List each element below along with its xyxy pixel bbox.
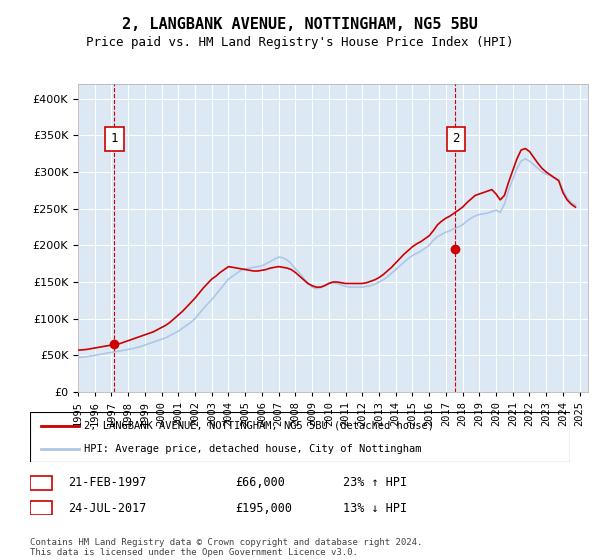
Text: 1: 1 [37, 477, 44, 489]
Text: 13% ↓ HPI: 13% ↓ HPI [343, 502, 407, 515]
FancyBboxPatch shape [30, 476, 52, 490]
Text: 2: 2 [37, 502, 44, 515]
Text: 2, LANGBANK AVENUE, NOTTINGHAM, NG5 5BU: 2, LANGBANK AVENUE, NOTTINGHAM, NG5 5BU [122, 17, 478, 32]
Text: 21-FEB-1997: 21-FEB-1997 [68, 477, 146, 489]
Text: Price paid vs. HM Land Registry's House Price Index (HPI): Price paid vs. HM Land Registry's House … [86, 36, 514, 49]
Text: £66,000: £66,000 [235, 477, 285, 489]
Text: 2: 2 [452, 133, 460, 146]
Text: Contains HM Land Registry data © Crown copyright and database right 2024.
This d: Contains HM Land Registry data © Crown c… [30, 538, 422, 557]
FancyBboxPatch shape [105, 127, 124, 151]
FancyBboxPatch shape [447, 127, 465, 151]
Text: 23% ↑ HPI: 23% ↑ HPI [343, 477, 407, 489]
FancyBboxPatch shape [30, 501, 52, 515]
Text: 1: 1 [111, 133, 118, 146]
Text: 24-JUL-2017: 24-JUL-2017 [68, 502, 146, 515]
Text: 2, LANGBANK AVENUE, NOTTINGHAM, NG5 5BU (detached house): 2, LANGBANK AVENUE, NOTTINGHAM, NG5 5BU … [84, 421, 434, 431]
Text: £195,000: £195,000 [235, 502, 292, 515]
Text: HPI: Average price, detached house, City of Nottingham: HPI: Average price, detached house, City… [84, 445, 421, 454]
